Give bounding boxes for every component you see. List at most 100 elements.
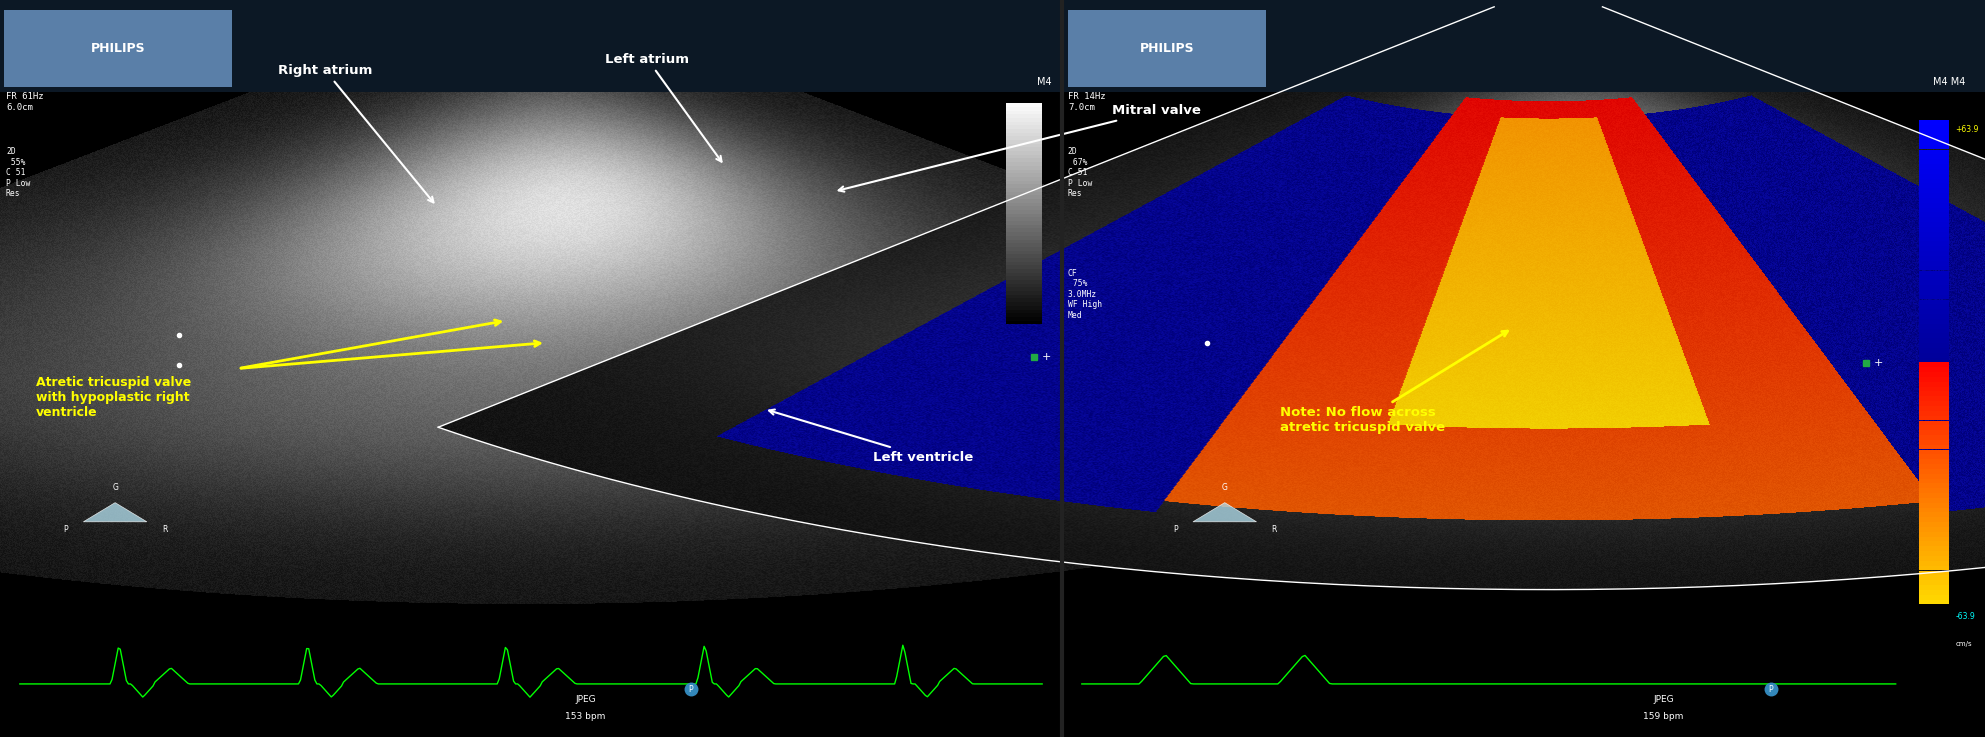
Text: Atretic tricuspid valve
with hypoplastic right
ventricle: Atretic tricuspid valve with hypoplastic…: [36, 376, 191, 419]
Bar: [1919, 425, 1949, 430]
Bar: [1006, 144, 1042, 147]
Bar: [1919, 566, 1949, 570]
Bar: [1919, 493, 1949, 498]
Bar: [1919, 517, 1949, 522]
Bar: [1006, 247, 1042, 251]
Bar: [1919, 329, 1949, 333]
Text: Mitral valve: Mitral valve: [838, 104, 1201, 192]
Text: +63.9: +63.9: [1955, 125, 1979, 134]
Bar: [1006, 254, 1042, 258]
Bar: [1919, 391, 1949, 397]
Bar: [1006, 240, 1042, 243]
Text: P: P: [1769, 685, 1773, 694]
Bar: [1919, 232, 1949, 237]
Bar: [1919, 265, 1949, 270]
Bar: [1919, 169, 1949, 174]
Bar: [1919, 600, 1949, 604]
Text: PHILIPS: PHILIPS: [1139, 42, 1195, 55]
Bar: [1006, 184, 1042, 188]
Bar: [1919, 256, 1949, 261]
Text: +: +: [1042, 352, 1052, 363]
Bar: [1006, 217, 1042, 221]
Bar: [1919, 401, 1949, 406]
Bar: [1919, 348, 1949, 353]
Bar: [1919, 227, 1949, 231]
Text: P: P: [1173, 525, 1177, 534]
Bar: [1006, 111, 1042, 114]
Bar: [1006, 140, 1042, 144]
Text: 2D
 55%
C 51
P Low
Res: 2D 55% C 51 P Low Res: [6, 147, 30, 198]
Bar: [1919, 411, 1949, 416]
Bar: [1919, 261, 1949, 265]
Bar: [1006, 181, 1042, 184]
Bar: [1919, 154, 1949, 159]
Bar: [1919, 377, 1949, 382]
Bar: [1919, 570, 1949, 576]
Bar: [1006, 173, 1042, 177]
Polygon shape: [1193, 503, 1257, 522]
Bar: [1006, 258, 1042, 262]
Bar: [1919, 435, 1949, 440]
Bar: [1006, 133, 1042, 136]
Bar: [1919, 585, 1949, 590]
Bar: [1006, 313, 1042, 317]
Bar: [1006, 287, 1042, 291]
Bar: [1919, 478, 1949, 483]
Bar: [1919, 144, 1949, 150]
Bar: [1006, 317, 1042, 321]
Bar: [1919, 319, 1949, 324]
Bar: [1006, 107, 1042, 111]
Text: Left ventricle: Left ventricle: [768, 410, 975, 464]
Bar: [1919, 357, 1949, 363]
Bar: [1006, 147, 1042, 151]
Text: FR 61Hz
6.0cm: FR 61Hz 6.0cm: [6, 92, 44, 111]
Bar: [1919, 198, 1949, 203]
Text: R: R: [1272, 525, 1276, 534]
Bar: [1919, 208, 1949, 212]
Text: 2D
 67%
C 51
P Low
Res: 2D 67% C 51 P Low Res: [1068, 147, 1092, 198]
Bar: [1919, 508, 1949, 512]
Bar: [1006, 221, 1042, 225]
Bar: [1006, 280, 1042, 284]
Bar: [1006, 129, 1042, 133]
Bar: [1919, 125, 1949, 130]
Bar: [1919, 372, 1949, 377]
Bar: [1919, 421, 1949, 425]
Bar: [1919, 595, 1949, 599]
Bar: [1006, 203, 1042, 206]
Bar: [1006, 158, 1042, 162]
Text: 153 bpm: 153 bpm: [566, 712, 605, 721]
Bar: [1919, 338, 1949, 343]
Bar: [1919, 450, 1949, 454]
Bar: [1006, 155, 1042, 158]
Bar: [1919, 212, 1949, 217]
Bar: [1919, 310, 1949, 314]
Bar: [1919, 512, 1949, 517]
Bar: [1919, 304, 1949, 309]
Bar: [1919, 397, 1949, 401]
Bar: [1006, 232, 1042, 236]
Bar: [1919, 159, 1949, 164]
Bar: [1919, 590, 1949, 595]
Bar: [1919, 164, 1949, 169]
Bar: [1919, 416, 1949, 421]
Bar: [1919, 251, 1949, 256]
Bar: [1919, 382, 1949, 387]
Bar: [1919, 314, 1949, 319]
Bar: [0, 0, 1062, 92]
Bar: [1006, 265, 1042, 269]
Bar: [1919, 295, 1949, 299]
Bar: [1006, 170, 1042, 173]
Text: M4: M4: [1038, 77, 1052, 88]
Bar: [1919, 406, 1949, 411]
Text: M4 M4: M4 M4: [1933, 77, 1965, 88]
Bar: [1006, 114, 1042, 118]
Bar: [1919, 498, 1949, 503]
Bar: [1006, 243, 1042, 247]
Bar: [1919, 522, 1949, 527]
Bar: [1919, 285, 1949, 290]
Bar: [1006, 306, 1042, 310]
Bar: [1919, 130, 1949, 135]
Bar: [1006, 273, 1042, 276]
Bar: [1006, 192, 1042, 195]
